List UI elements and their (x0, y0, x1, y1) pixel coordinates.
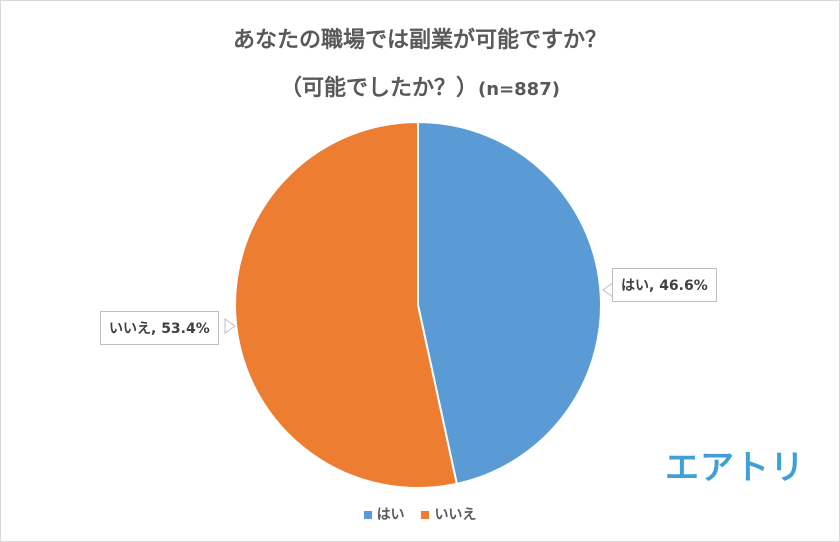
sample-size: (n=887) (478, 79, 560, 100)
legend-label-yes: はい (376, 507, 405, 523)
legend-swatch-no (421, 511, 430, 519)
airtrip-logo: エアトリ (665, 448, 805, 488)
legend-item-yes[interactable]: はい (363, 504, 405, 524)
legend-swatch-yes (363, 511, 372, 519)
title-line-1: あなたの職場では副業が可能ですか？ (232, 28, 607, 53)
legend-label-no: いいえ (434, 507, 477, 523)
legend-item-no[interactable]: いいえ (421, 504, 476, 524)
callout-pointer-no (224, 318, 236, 334)
data-label-no: いいえ, 53.4% (100, 311, 219, 345)
pie-slice-yes[interactable] (417, 120, 602, 486)
legend: はい いいえ (0, 504, 840, 524)
pie-slice-no[interactable] (234, 120, 458, 489)
data-label-yes: はい, 46.6% (612, 268, 717, 302)
title-line-2: （可能でしたか？）(n=887) (0, 70, 840, 102)
title-subquestion: （可能でしたか？） (280, 76, 479, 101)
